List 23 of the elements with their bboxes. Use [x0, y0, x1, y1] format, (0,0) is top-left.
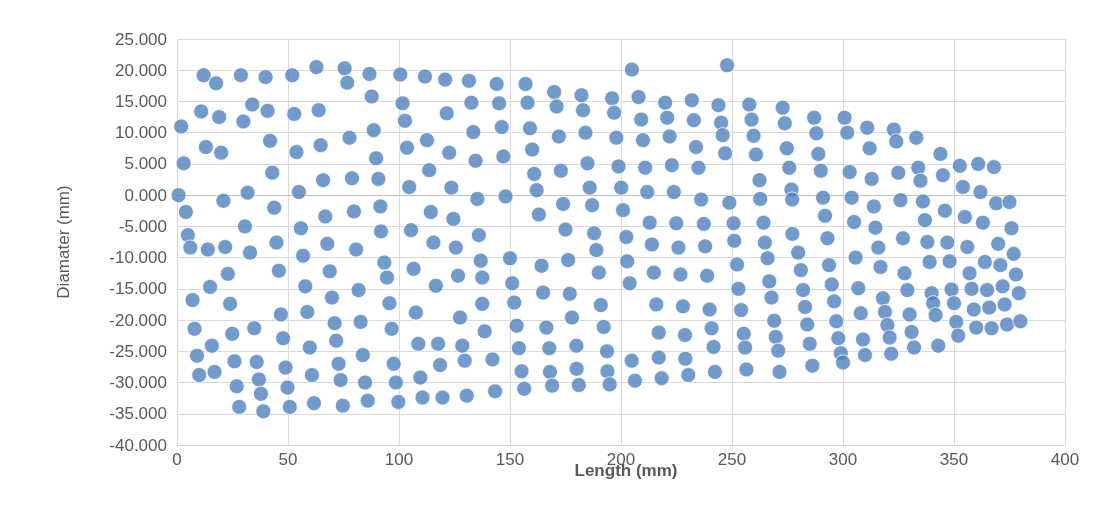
- x-tick-label: 250: [717, 450, 747, 469]
- x-tick-label: 0: [172, 450, 182, 469]
- y-axis-title: Diamater (mm): [54, 185, 73, 299]
- y-tick-label: 15.000: [115, 91, 167, 111]
- y-tick-label: 0.000: [124, 185, 167, 205]
- y-tick-label: -35.000: [109, 404, 167, 424]
- x-tick-label: 400: [1050, 450, 1080, 469]
- y-tick-label: -10.000: [109, 248, 167, 268]
- y-tick-label: 5.000: [124, 154, 167, 174]
- y-tick-label: 25.000: [115, 29, 167, 49]
- x-tick-label: 300: [828, 450, 858, 469]
- x-tick-label: 100: [384, 450, 414, 469]
- x-tick-label: 150: [495, 450, 525, 469]
- x-tick-label: 50: [278, 450, 298, 469]
- y-tick-label: -15.000: [109, 279, 167, 299]
- y-tick-label: -40.000: [109, 435, 167, 455]
- y-tick-label: -5.000: [118, 216, 167, 236]
- y-tick-label: 20.000: [115, 60, 167, 80]
- y-tick-label: 10.000: [115, 123, 167, 143]
- y-tick-label: -20.000: [109, 310, 167, 330]
- x-tick-label: 350: [939, 450, 969, 469]
- y-tick-label: -30.000: [109, 373, 167, 393]
- y-tick-label: -25.000: [109, 341, 167, 361]
